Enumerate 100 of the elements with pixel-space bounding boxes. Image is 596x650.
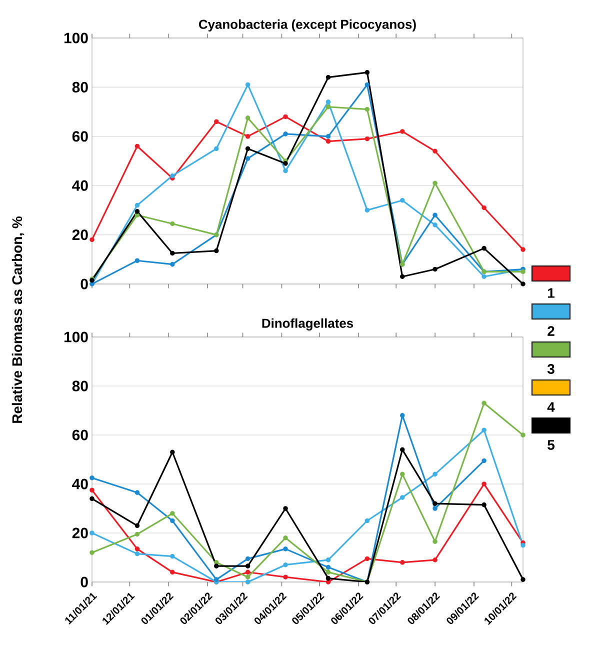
point bbox=[283, 168, 288, 174]
point bbox=[432, 222, 438, 228]
point bbox=[520, 282, 526, 286]
y-tick-label: 40 bbox=[72, 180, 88, 191]
point bbox=[214, 564, 219, 568]
y-tick-label: 0 bbox=[80, 278, 88, 290]
legend-label: 3 bbox=[547, 364, 554, 374]
point bbox=[214, 248, 219, 254]
point bbox=[245, 116, 250, 120]
point bbox=[170, 511, 175, 516]
point bbox=[432, 539, 438, 544]
point bbox=[432, 266, 438, 272]
point bbox=[170, 221, 175, 226]
chart-title: Dinoflagellates bbox=[262, 318, 354, 330]
point bbox=[134, 258, 140, 264]
point bbox=[245, 134, 250, 139]
point bbox=[214, 560, 219, 565]
point bbox=[170, 173, 175, 178]
point bbox=[134, 202, 140, 208]
point bbox=[326, 74, 331, 80]
point bbox=[245, 82, 250, 88]
y-tick-label: 0 bbox=[80, 576, 88, 588]
point bbox=[326, 576, 331, 581]
point bbox=[134, 523, 140, 528]
point bbox=[400, 447, 405, 452]
point bbox=[90, 550, 94, 555]
point bbox=[326, 138, 331, 144]
point bbox=[170, 518, 175, 524]
point bbox=[170, 570, 175, 575]
point bbox=[432, 506, 438, 511]
point bbox=[482, 428, 486, 432]
point bbox=[90, 530, 94, 536]
point bbox=[400, 560, 405, 565]
point bbox=[400, 274, 405, 280]
point bbox=[90, 488, 94, 493]
point bbox=[283, 562, 288, 568]
point bbox=[364, 556, 370, 562]
point bbox=[482, 502, 486, 508]
point bbox=[432, 180, 438, 186]
point bbox=[400, 472, 405, 477]
point bbox=[432, 558, 438, 562]
point bbox=[326, 104, 331, 110]
point bbox=[482, 482, 486, 486]
y-tick-label: 80 bbox=[72, 380, 88, 392]
point bbox=[432, 212, 438, 218]
legend-label: 2 bbox=[548, 326, 554, 336]
point bbox=[245, 146, 250, 152]
point bbox=[400, 198, 405, 203]
point bbox=[364, 70, 370, 75]
point bbox=[134, 551, 140, 556]
chart-title: Cyanobacteria (except Picocyanos) bbox=[198, 19, 416, 32]
point bbox=[482, 246, 486, 251]
point bbox=[283, 132, 288, 136]
y-tick-label: 100 bbox=[64, 332, 88, 342]
point bbox=[245, 556, 250, 562]
point bbox=[134, 212, 140, 218]
point bbox=[400, 413, 405, 418]
point bbox=[134, 209, 140, 214]
point bbox=[432, 148, 438, 154]
point bbox=[364, 518, 370, 524]
point bbox=[482, 205, 486, 210]
point bbox=[134, 490, 140, 495]
point bbox=[326, 134, 331, 139]
point bbox=[326, 100, 331, 104]
point bbox=[432, 472, 438, 477]
point bbox=[245, 564, 250, 568]
point bbox=[170, 250, 175, 256]
point bbox=[520, 577, 526, 582]
point bbox=[400, 495, 405, 500]
point bbox=[245, 574, 250, 580]
y-tick-label: 20 bbox=[72, 230, 88, 240]
point bbox=[214, 146, 219, 152]
point bbox=[170, 554, 175, 559]
point bbox=[214, 119, 219, 124]
point bbox=[520, 432, 526, 438]
point bbox=[283, 536, 288, 540]
point bbox=[364, 82, 370, 88]
point bbox=[520, 542, 526, 548]
point bbox=[364, 106, 370, 112]
point bbox=[134, 546, 140, 552]
legend-label: 4 bbox=[547, 402, 555, 412]
point bbox=[326, 558, 331, 562]
point bbox=[134, 144, 140, 149]
point bbox=[245, 156, 250, 161]
y-axis-title: Relative Biomass as Carbon, % bbox=[12, 216, 24, 423]
y-tick-label: 80 bbox=[72, 82, 88, 92]
y-tick-label: 60 bbox=[72, 430, 88, 440]
point bbox=[326, 570, 331, 575]
point bbox=[90, 475, 94, 480]
point bbox=[283, 161, 288, 166]
point bbox=[520, 269, 526, 274]
point bbox=[283, 114, 288, 120]
point bbox=[245, 580, 250, 584]
point bbox=[432, 501, 438, 506]
point bbox=[170, 450, 175, 455]
point bbox=[283, 506, 288, 511]
point bbox=[245, 570, 250, 575]
point bbox=[400, 129, 405, 134]
point bbox=[326, 580, 331, 584]
y-tick-label: 100 bbox=[64, 32, 88, 44]
